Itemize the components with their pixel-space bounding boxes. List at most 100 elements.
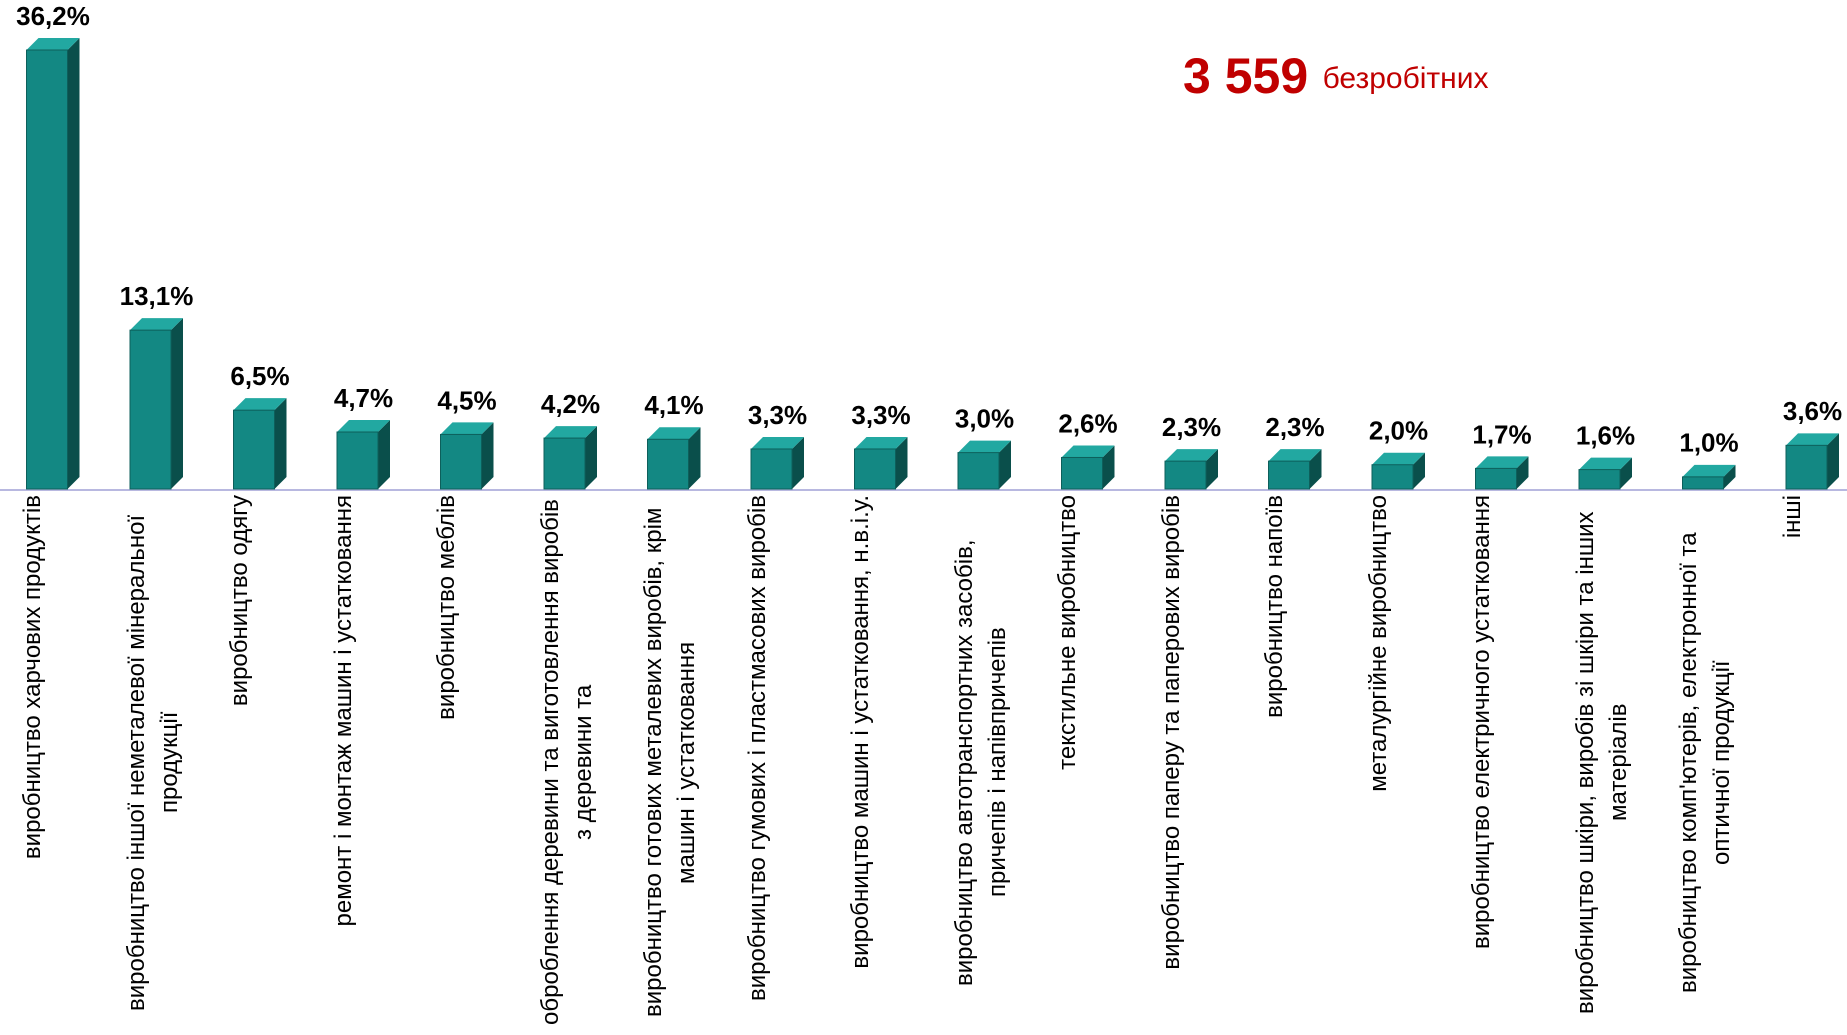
bar-top — [1268, 449, 1322, 462]
bar — [854, 436, 908, 490]
value-label: 4,1% — [644, 390, 703, 420]
category-label: виробництво іншої неметалевої мінерально… — [122, 514, 183, 1011]
bar-side — [378, 420, 390, 489]
bar-top — [1786, 433, 1839, 446]
bar-front — [1682, 476, 1724, 490]
bar — [336, 420, 390, 490]
bar-top — [130, 318, 183, 331]
bar — [647, 427, 701, 490]
bar-front — [1578, 469, 1621, 490]
bar-side — [67, 38, 80, 489]
bar — [26, 38, 80, 490]
bar — [1475, 456, 1529, 490]
bar-top — [233, 398, 287, 411]
bar-top — [1061, 445, 1115, 458]
category-label: виробництво напоїв — [1261, 495, 1288, 718]
category-label: виробництво харчових продуктів — [19, 495, 46, 860]
category-label: текстильне виробництво — [1054, 495, 1081, 770]
bar-side — [1309, 449, 1322, 489]
category-label: виробництво гумових і пластмасових вироб… — [743, 495, 771, 1001]
value-label: 2,6% — [1058, 408, 1117, 438]
bar-side — [274, 398, 287, 489]
bar-top — [440, 422, 494, 435]
bar — [1682, 464, 1736, 490]
bar-side — [688, 427, 701, 489]
category-label: виробництво меблів — [433, 495, 460, 720]
value-label: 2,0% — [1369, 416, 1428, 446]
bar-top — [1682, 464, 1736, 477]
value-label: 6,5% — [230, 361, 289, 391]
category-label: виробництво електричного устатковання — [1468, 495, 1495, 949]
value-label: 4,2% — [541, 389, 600, 419]
bar-top — [854, 436, 908, 449]
bar-top — [1372, 452, 1425, 465]
bar-top — [647, 427, 701, 440]
value-label: 1,6% — [1576, 420, 1635, 450]
bar-side — [1413, 452, 1425, 489]
value-label: 3,6% — [1783, 396, 1842, 426]
category-label: виробництво шкіри, виробів зі шкіри та і… — [1571, 511, 1632, 1014]
bar-top — [544, 426, 597, 439]
category-label: виробництво одягу — [226, 495, 253, 707]
bar-side — [1206, 449, 1218, 489]
bar-front — [440, 433, 482, 490]
bar-front — [750, 448, 793, 490]
value-label: 4,5% — [437, 385, 496, 415]
bar — [440, 422, 494, 490]
bar-top — [1475, 456, 1529, 469]
bar-front — [336, 431, 379, 490]
value-label: 3,0% — [955, 403, 1014, 433]
category-label: оброблення деревини та виготовлення виро… — [536, 499, 597, 1026]
bar — [1268, 449, 1322, 490]
bar-front — [129, 329, 172, 490]
category-label: виробництво комп'ютерів, електронної та … — [1675, 532, 1735, 993]
value-label: 4,7% — [334, 383, 393, 413]
bar-front — [1785, 444, 1828, 490]
value-label: 2,3% — [1162, 412, 1221, 442]
value-label: 1,7% — [1472, 419, 1531, 449]
value-label: 2,3% — [1265, 412, 1324, 442]
value-label: 1,0% — [1679, 428, 1738, 458]
bar-side — [895, 436, 908, 489]
bar-top — [26, 38, 80, 50]
bar-side — [1723, 464, 1736, 489]
bar-front — [647, 438, 689, 490]
value-label: 3,3% — [748, 400, 807, 430]
bar-side — [999, 440, 1011, 489]
bar-side — [1102, 445, 1115, 489]
bar-side — [1516, 456, 1529, 489]
value-label: 36,2% — [16, 1, 90, 31]
bar-front — [1164, 460, 1207, 490]
bar-top — [1165, 449, 1218, 462]
annotation-text: безробітних — [1323, 62, 1489, 95]
bar-front — [957, 452, 1000, 490]
bar — [1061, 445, 1115, 490]
category-label: інші — [1778, 495, 1806, 539]
category-label: виробництво готових металевих виробів, к… — [640, 507, 700, 1018]
bar — [750, 436, 804, 490]
bar-front — [1475, 467, 1517, 490]
category-label: виробництво паперу та паперових виробів — [1157, 495, 1185, 970]
annotation: 3 559 безробітних — [1183, 48, 1489, 104]
category-label: ремонт і монтаж машин і устатковання — [329, 495, 357, 927]
bar-side — [171, 318, 183, 489]
bar — [543, 426, 597, 490]
annotation-value: 3 559 — [1183, 48, 1308, 104]
category-label: виробництво машин і устатковання, н.в.і.… — [847, 495, 874, 969]
category-label: металургійне виробництво — [1364, 495, 1392, 792]
bar-side — [585, 426, 597, 489]
bar — [1371, 452, 1425, 490]
bar-front — [1371, 464, 1414, 490]
bar-top — [751, 436, 804, 449]
bar — [129, 318, 183, 490]
bar — [957, 440, 1011, 490]
bar-top — [1579, 457, 1632, 470]
value-label: 3,3% — [851, 400, 910, 430]
category-label: виробництво автотранспортних засобів, пр… — [950, 539, 1011, 986]
value-label: 13,1% — [120, 281, 194, 311]
bar — [1164, 449, 1218, 490]
bar-front — [543, 437, 586, 490]
bar-front — [26, 49, 68, 490]
